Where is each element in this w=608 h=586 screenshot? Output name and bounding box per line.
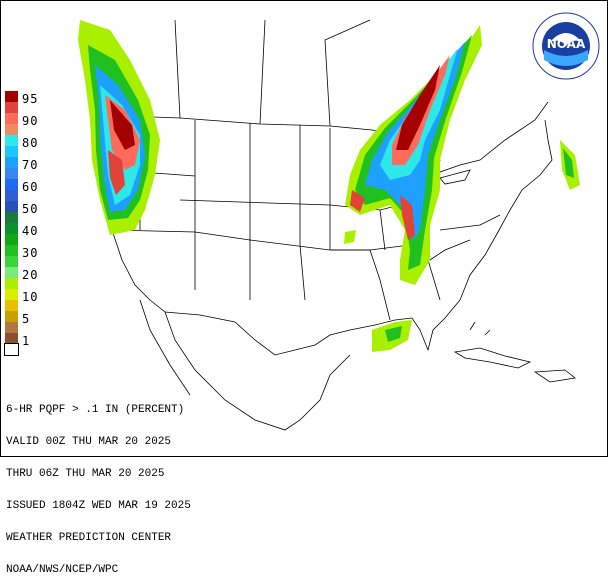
legend-swatch	[5, 311, 18, 322]
legend-row: 1	[5, 333, 45, 348]
legend-swatch	[5, 322, 18, 333]
legend-row: 40	[5, 223, 45, 238]
map-caption: 6-HR PQPF > .1 IN (PERCENT) VALID 00Z TH…	[6, 383, 191, 586]
legend-swatch	[5, 102, 18, 113]
legend-swatch	[5, 135, 18, 146]
legend-row	[5, 212, 45, 223]
legend-swatch	[5, 124, 18, 135]
legend-row	[5, 102, 45, 113]
legend-swatch	[5, 289, 18, 300]
legend-label: 95	[22, 92, 39, 106]
legend-row	[5, 190, 45, 201]
legend-label: 60	[22, 180, 39, 194]
legend-row	[5, 300, 45, 311]
legend-label: 40	[22, 224, 39, 238]
legend-row: 20	[5, 267, 45, 282]
legend-swatch	[5, 256, 18, 267]
legend-swatch	[5, 278, 18, 289]
legend-label: 70	[22, 158, 39, 172]
legend-swatch	[4, 343, 19, 356]
legend-swatch	[5, 201, 18, 212]
valid-time: VALID 00Z THU MAR 20 2025	[6, 436, 172, 448]
legend-swatch	[5, 245, 18, 256]
legend-label: 50	[22, 202, 39, 216]
noaa-logo-text: NOAA	[546, 37, 586, 51]
probability-legend: 95 90 80 70 60 50 40 30 20 10 5 1	[4, 91, 45, 356]
legend-row	[5, 278, 45, 289]
legend-row: 5	[5, 311, 45, 326]
center-name: WEATHER PREDICTION CENTER	[6, 532, 172, 544]
legend-row	[4, 343, 45, 356]
product-title: 6-HR PQPF > .1 IN (PERCENT)	[6, 404, 185, 416]
noaa-logo: NOAA	[532, 12, 600, 80]
pqpf-map	[0, 0, 608, 457]
legend-swatch	[5, 168, 18, 179]
legend-label: 5	[22, 312, 31, 326]
legend-swatch	[5, 113, 18, 124]
legend-row: 10	[5, 289, 45, 304]
agency-name: NOAA/NWS/NCEP/WPC	[6, 564, 119, 576]
legend-row	[5, 124, 45, 135]
legend-label: 1	[22, 334, 31, 348]
legend-swatch	[5, 234, 18, 245]
probability-west-coast	[78, 20, 160, 235]
legend-row: 50	[5, 201, 45, 216]
legend-label: 20	[22, 268, 39, 282]
legend-row: 70	[5, 157, 45, 172]
legend-row	[5, 256, 45, 267]
legend-row: 30	[5, 245, 45, 260]
legend-row: 80	[5, 135, 45, 150]
legend-swatch	[5, 333, 18, 344]
issued-time: ISSUED 1804Z WED MAR 19 2025	[6, 500, 191, 512]
legend-label: 90	[22, 114, 39, 128]
legend-swatch	[5, 212, 18, 223]
legend-label: 80	[22, 136, 39, 150]
legend-swatch	[5, 146, 18, 157]
legend-swatch	[5, 157, 18, 168]
legend-row: 90	[5, 113, 45, 128]
legend-swatch	[5, 300, 18, 311]
legend-row	[5, 322, 45, 333]
legend-row	[5, 146, 45, 157]
legend-label: 30	[22, 246, 39, 260]
legend-swatch	[5, 91, 18, 102]
legend-swatch	[5, 223, 18, 234]
noaa-emblem-icon	[532, 12, 600, 80]
legend-swatch	[5, 267, 18, 278]
legend-row: 60	[5, 179, 45, 194]
legend-row: 95	[5, 91, 45, 106]
probability-great-lakes-band	[345, 25, 482, 285]
legend-swatch	[5, 190, 18, 201]
legend-swatch	[5, 179, 18, 190]
thru-time: THRU 06Z THU MAR 20 2025	[6, 468, 165, 480]
legend-row	[5, 234, 45, 245]
legend-label: 10	[22, 290, 39, 304]
legend-row	[5, 168, 45, 179]
probability-small-areas	[344, 140, 580, 352]
